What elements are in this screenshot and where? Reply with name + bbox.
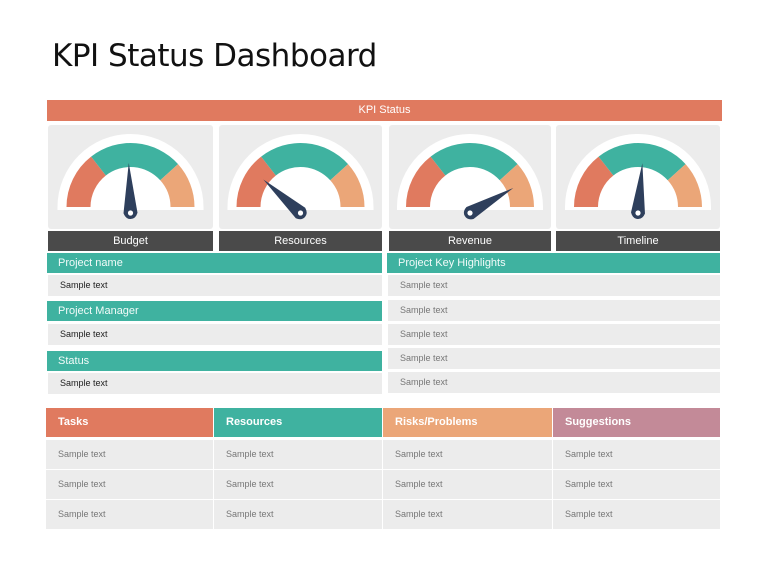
- gauge-card-resources: [219, 125, 382, 229]
- table-cell[interactable]: Sample text: [46, 470, 213, 499]
- status-header: Status: [47, 351, 382, 371]
- highlight-item[interactable]: Sample text: [388, 372, 720, 393]
- table-cell[interactable]: Sample text: [214, 440, 382, 469]
- table-cell[interactable]: Sample text: [214, 470, 382, 499]
- highlights-header: Project Key Highlights: [387, 253, 720, 273]
- gauge-card-revenue: [389, 125, 551, 229]
- table-cell[interactable]: Sample text: [383, 440, 552, 469]
- highlight-item[interactable]: Sample text: [388, 324, 720, 345]
- gauge-icon: [57, 134, 204, 220]
- project-name-header: Project name: [47, 253, 382, 273]
- table-cell[interactable]: Sample text: [553, 470, 720, 499]
- gauge-icon: [565, 134, 711, 220]
- table-cell[interactable]: Sample text: [46, 500, 213, 529]
- gauge-label-budget: Budget: [48, 231, 213, 251]
- gauge-label-revenue: Revenue: [389, 231, 551, 251]
- gauge-icon: [227, 134, 374, 220]
- table-cell[interactable]: Sample text: [383, 500, 552, 529]
- table-cell[interactable]: Sample text: [214, 500, 382, 529]
- gauge-card-budget: [48, 125, 213, 229]
- highlight-item[interactable]: Sample text: [388, 275, 720, 296]
- table-cell[interactable]: Sample text: [553, 500, 720, 529]
- gauge-label-resources: Resources: [219, 231, 382, 251]
- highlight-item[interactable]: Sample text: [388, 348, 720, 369]
- gauge-card-timeline: [556, 125, 720, 229]
- gauge-icon: [397, 134, 543, 220]
- status-value[interactable]: Sample text: [48, 373, 382, 394]
- kpi-status-bar: KPI Status: [47, 100, 722, 121]
- project-manager-value[interactable]: Sample text: [48, 324, 382, 345]
- project-name-value[interactable]: Sample text: [48, 275, 382, 296]
- project-manager-header: Project Manager: [47, 301, 382, 321]
- table-header-tasks: Tasks: [46, 408, 213, 437]
- table-cell[interactable]: Sample text: [383, 470, 552, 499]
- table-header-risks: Risks/Problems: [383, 408, 552, 437]
- gauge-label-timeline: Timeline: [556, 231, 720, 251]
- highlight-item[interactable]: Sample text: [388, 300, 720, 321]
- table-header-suggestions: Suggestions: [553, 408, 720, 437]
- page-title: KPI Status Dashboard: [52, 38, 377, 74]
- table-header-resources: Resources: [214, 408, 382, 437]
- table-cell[interactable]: Sample text: [46, 440, 213, 469]
- table-cell[interactable]: Sample text: [553, 440, 720, 469]
